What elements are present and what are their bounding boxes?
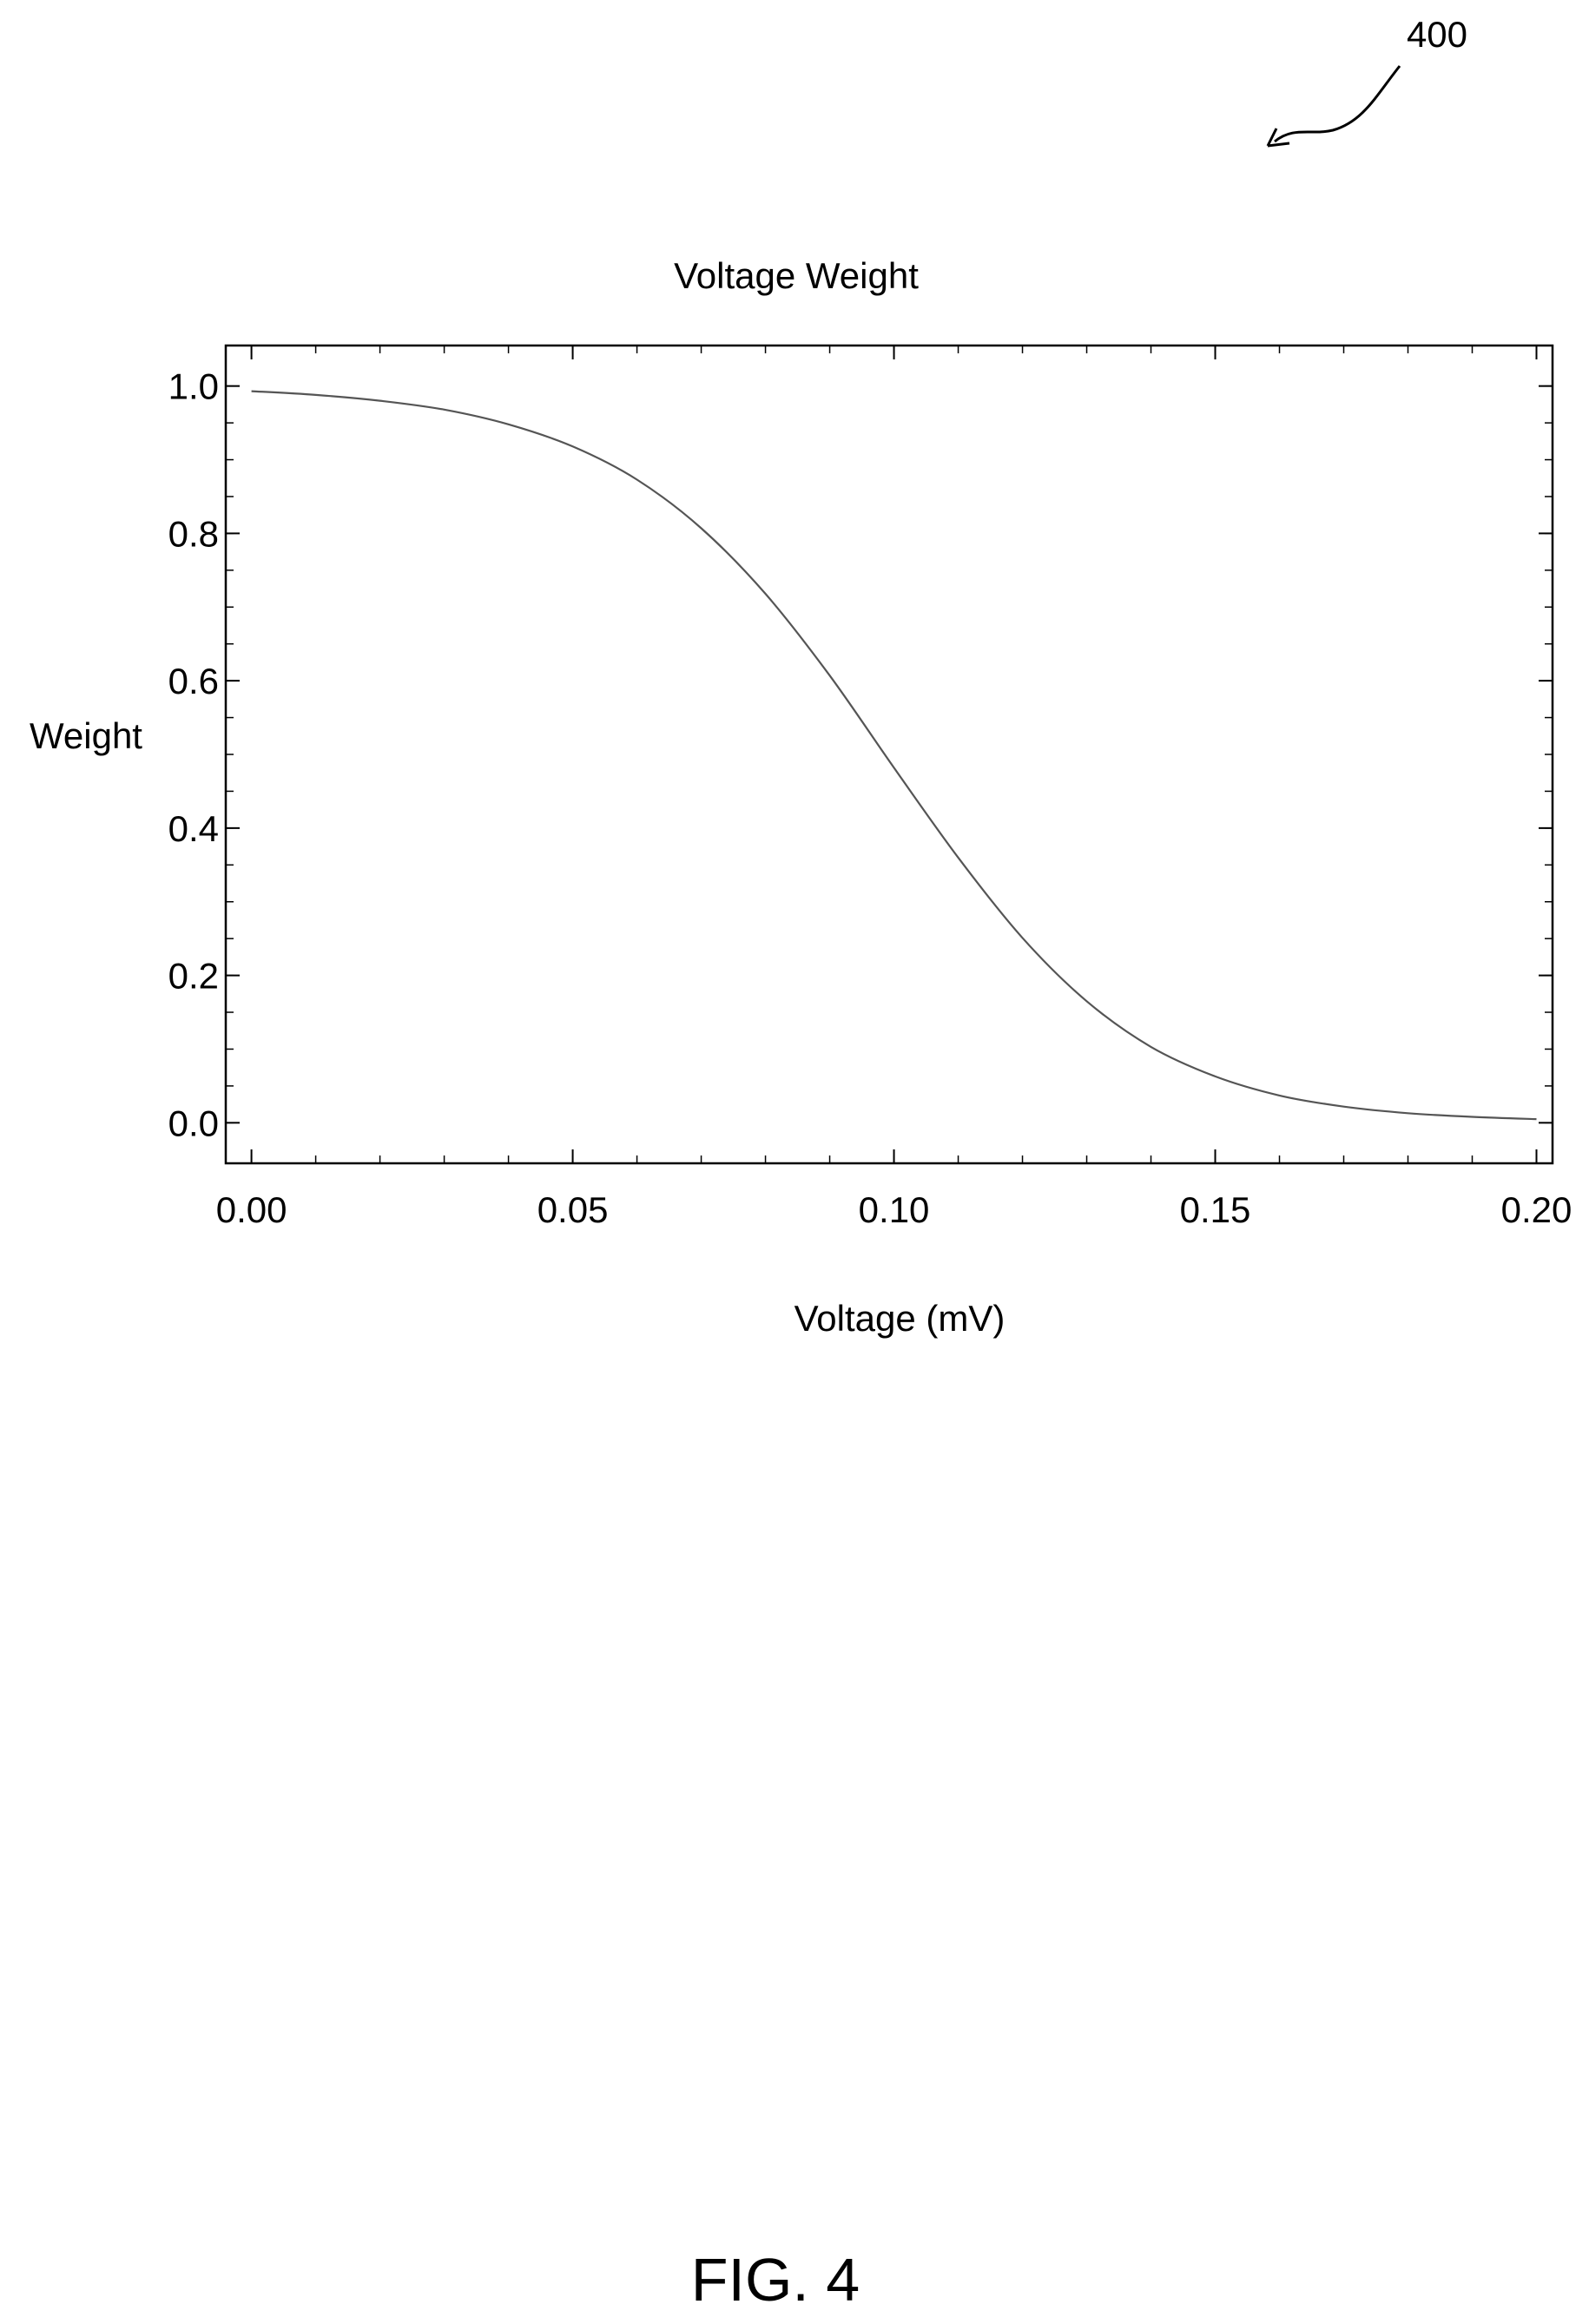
x-tick-label: 0.20 xyxy=(1501,1189,1573,1230)
y-tick-label: 0.2 xyxy=(168,956,219,997)
figure-caption: FIG. 4 xyxy=(691,2246,860,2314)
y-tick-label: 0.4 xyxy=(168,808,219,849)
y-tick-label: 0.8 xyxy=(168,513,219,554)
plot-frame xyxy=(224,344,1554,1165)
reference-arrow xyxy=(1266,65,1401,148)
series-layer xyxy=(251,390,1537,1121)
y-tick-label: 0.0 xyxy=(168,1103,219,1143)
x-tick-label: 0.10 xyxy=(859,1189,930,1230)
x-tick-label: 0.00 xyxy=(216,1189,287,1230)
y-axis: 0.0 0.2 0.4 0.6 0.8 1.0 xyxy=(168,366,1553,1143)
y-tick-label: 1.0 xyxy=(168,366,219,407)
series-line xyxy=(251,390,1537,1121)
y-tick-label: 0.6 xyxy=(168,661,219,701)
minor-ticks xyxy=(226,346,1553,1163)
x-tick-label: 0.15 xyxy=(1180,1189,1251,1230)
reference-number: 400 xyxy=(1407,14,1467,55)
x-axis-title: Voltage (mV) xyxy=(794,1298,1005,1339)
x-axis: 0.00 0.05 0.10 0.15 0.20 xyxy=(216,346,1573,1230)
y-axis-title: Weight xyxy=(30,715,142,756)
x-tick-label: 0.05 xyxy=(537,1189,609,1230)
chart-title: Voltage Weight xyxy=(674,255,919,296)
